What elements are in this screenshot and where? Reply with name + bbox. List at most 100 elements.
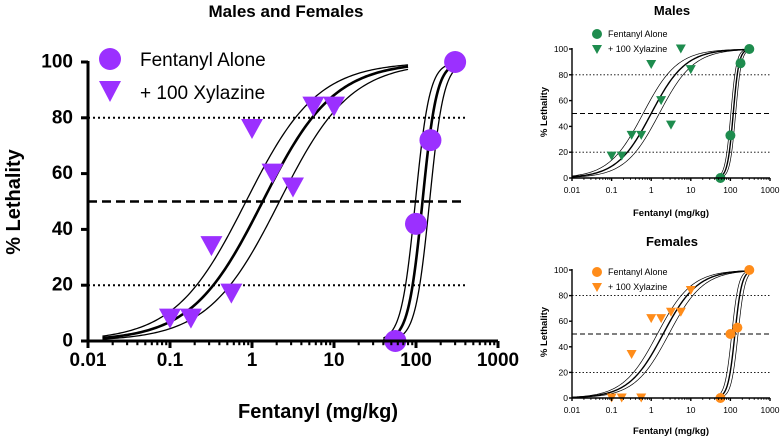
males-xylazine-point [616,151,627,161]
males-fentanyl-alone-point [725,130,736,141]
females-chart-legend: Fentanyl Alone + 100 Xylazine [592,267,668,292]
males-xylazine-point [626,130,637,140]
females-x-tick-label: 1000 [761,405,780,415]
females-xylazine-ci-lower [571,270,750,398]
males-xylazine-ci-lower [571,48,750,177]
females-x-tick-label: 100 [723,405,737,415]
main-legend-label-xylazine: + 100 Xylazine [140,83,265,104]
main-xylazine-point [220,283,243,304]
females-x-tick-label: 1 [649,405,654,415]
males-y-tick-label: 20 [559,147,569,157]
males-legend-triangle-marker [592,45,602,54]
females-legend-label-xylazine: + 100 Xylazine [608,282,667,292]
males-x-tick-label: 10 [686,185,696,195]
males-y-tick-label: 40 [559,121,569,131]
females-chart-plot: 0 20 40 60 80 100 0.01 0.1 1 10 100 1000 [554,265,780,415]
females-xylazine-point [656,314,667,324]
males-fentanyl-alone-point [744,44,755,54]
males-chart-title: Males [654,3,690,18]
males-x-tick-label: 0.01 [564,185,581,195]
males-xylazine-point [646,59,657,69]
females-chart-x-label: Fentanyl (mg/kg) [633,426,709,436]
main-xylazine-ci-upper [102,68,409,340]
main-xylazine-ci-lower [102,64,409,337]
main-y-tick-label: 20 [52,275,73,296]
males-y-tick-label: 80 [559,70,569,80]
main-chart-y-label: % Lethality [3,148,25,254]
males-y-tick-label: 100 [554,44,568,54]
main-xylazine-point [281,177,304,198]
females-xylazine-point [646,314,657,324]
main-x-tick-label: 1 [247,350,258,371]
females-y-tick-label: 40 [559,342,569,352]
main-xylazine-fit-curve [102,65,409,340]
males-x-tick-label: 100 [723,185,737,195]
females-y-tick-label: 60 [559,316,569,326]
main-x-tick-label: 100 [400,350,432,371]
males-legend-label-fentanyl-alone: Fentanyl Alone [608,29,668,39]
main-xylazine-point [159,308,181,329]
males-y-tick-label: 0 [563,173,568,183]
main-x-tick-label: 0.1 [157,350,184,371]
main-x-tick-label: 10 [323,350,344,371]
females-y-tick-label: 0 [563,393,568,403]
main-fentanyl-alone-point [444,51,467,73]
males-xylazine-point [656,96,667,106]
females-chart-y-label: % Lethality [539,306,550,357]
males-x-tick-label: 1000 [761,185,780,195]
males-xylazine-point [636,130,647,140]
females-y-tick-label: 80 [559,291,569,301]
females-y-tick-label: 20 [559,367,569,377]
main-y-tick-label: 100 [41,52,73,73]
main-y-tick-label: 0 [62,331,73,352]
females-xylazine-fit-curve [571,270,750,399]
females-x-tick-label: 0.01 [564,405,581,415]
main-legend-circle-marker [99,48,121,70]
main-xylazine-point [241,118,263,139]
main-xylazine-point [261,163,284,184]
males-y-tick-label: 60 [559,96,569,106]
females-legend-triangle-marker [592,283,602,292]
males-x-tick-label: 0.1 [606,185,618,195]
females-fentanyl-alone-point [744,265,755,275]
females-legend-label-fentanyl-alone: Fentanyl Alone [608,267,668,277]
main-fentanyl-alone-point [419,129,442,152]
females-xylazine-point [685,285,696,295]
main-chart-x-label: Fentanyl (mg/kg) [238,401,398,423]
main-xylazine-point [200,236,223,257]
main-xylazine-point [179,308,202,329]
males-xylazine-point [685,65,696,75]
females-legend-circle-marker [592,267,602,277]
females-x-tick-label: 0.1 [606,405,618,415]
main-y-tick-label: 60 [52,163,73,184]
males-legend-label-xylazine: + 100 Xylazine [608,44,667,54]
females-fentanyl-alone-point [725,329,736,339]
main-chart-title: Males and Females [209,2,364,21]
main-legend-triangle-marker [99,81,121,102]
males-chart-x-label: Fentanyl (mg/kg) [633,208,709,219]
males-chart: Males Fentanyl (mg/kg) % Lethality 0 20 40… [539,3,780,219]
females-y-tick-label: 100 [554,265,568,275]
males-xylazine-ci-upper [571,49,750,178]
males-xylazine-point [606,151,617,161]
main-fentanyl-alone-point [405,212,427,235]
main-chart-plot: 0 20 40 60 80 100 0.01 0.1 1 10 100 1000 [41,51,519,371]
males-chart-legend: Fentanyl Alone + 100 Xylazine [592,29,668,54]
females-fentanyl-alone-point [732,322,743,333]
females-x-tick-label: 10 [686,405,696,415]
females-xylazine-point [665,307,676,317]
main-y-tick-label: 40 [52,219,73,240]
main-fentanyl-alone-ci-upper [383,70,455,342]
males-legend-circle-marker [592,29,602,39]
main-xylazine-point [302,96,325,117]
males-x-tick-label: 1 [649,185,654,195]
males-xylazine-point [675,44,686,54]
males-fentanyl-alone-point [735,58,746,69]
males-chart-y-label: % Lethality [539,86,550,137]
main-fentanyl-alone-ci-lower [383,62,455,339]
males-xylazine-point [665,120,676,130]
main-x-tick-label: 0.01 [70,350,107,371]
main-x-tick-label: 1000 [477,350,519,371]
main-chart: Males and Females Fentanyl (mg/kg) % Let… [3,2,519,423]
